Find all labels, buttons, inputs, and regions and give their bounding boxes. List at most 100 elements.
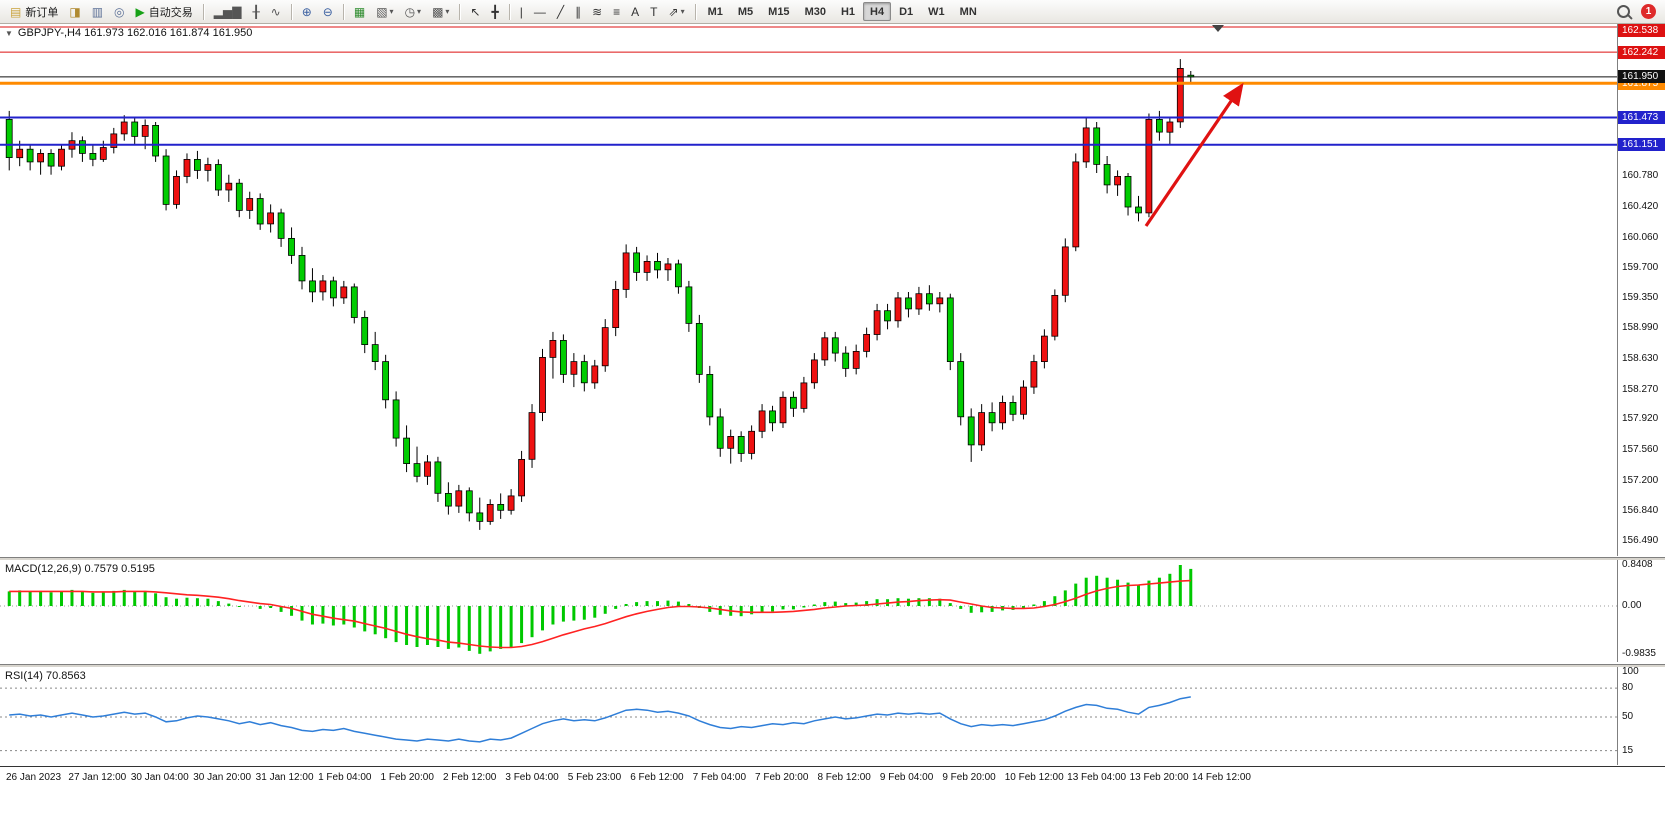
bar-chart-button[interactable]: ▂▅▇ bbox=[209, 1, 247, 22]
trendline-button[interactable]: ╱ bbox=[552, 1, 569, 22]
price-tick-label: 160.420 bbox=[1622, 200, 1659, 212]
new-order-button-label: 新订单 bbox=[25, 6, 59, 19]
auto-trading-button-label: 自动交易 bbox=[148, 6, 193, 19]
navigator-button[interactable]: ◎ bbox=[109, 1, 129, 22]
candle-down bbox=[5, 119, 13, 159]
text-label-button[interactable]: T bbox=[645, 1, 662, 22]
zoom-out-button[interactable]: ⊖ bbox=[318, 1, 338, 22]
chart-window: ▼ GBPJPY-,H4 161.973 162.016 161.874 161… bbox=[0, 24, 1665, 837]
rsi-panel: RSI(14) 70.8563 100 80 50 15 bbox=[0, 667, 1665, 765]
arrows-tool-button[interactable]: ⇗ ▾ bbox=[664, 1, 690, 22]
rsi-chart[interactable] bbox=[0, 667, 1617, 765]
time-axis[interactable]: 26 Jan 2023 27 Jan 12:00 30 Jan 04:00 30 Ja… bbox=[0, 766, 1665, 837]
zoom-in-button[interactable]: ⊕ bbox=[297, 1, 317, 22]
data-window-button[interactable]: ▥ bbox=[87, 1, 108, 22]
timeframe-MN[interactable]: MN bbox=[959, 5, 977, 18]
time-tick-label: 1 Feb 20:00 bbox=[380, 772, 434, 783]
bar-chart-icon: ▂▅▇ bbox=[213, 4, 242, 19]
shapes-button[interactable]: ≡ bbox=[608, 1, 625, 22]
timeframe-H4[interactable]: H4 bbox=[863, 2, 892, 21]
time-tick-label: 8 Feb 12:00 bbox=[817, 772, 871, 783]
candle-up bbox=[1072, 161, 1080, 248]
candlestick-chart-button[interactable]: ╂ bbox=[247, 1, 264, 22]
price-tick-label: 159.350 bbox=[1622, 291, 1659, 303]
rsi-axis-label: 100 bbox=[1622, 667, 1639, 677]
price-line-label: 162.538 bbox=[1618, 24, 1665, 37]
crosshair-button[interactable]: ╋ bbox=[486, 1, 503, 22]
main-chart[interactable] bbox=[0, 24, 1617, 556]
notification-badge[interactable]: 1 bbox=[1641, 4, 1656, 19]
timeframe-M5[interactable]: M5 bbox=[737, 5, 754, 18]
toolbar-separator bbox=[202, 3, 204, 20]
timeframe-M30[interactable]: M30 bbox=[804, 5, 826, 18]
tile-windows-button[interactable]: ▦ bbox=[349, 1, 370, 22]
candle-up bbox=[779, 396, 787, 424]
new-order-button[interactable]: ▤ 新订单 bbox=[5, 1, 63, 22]
candle-down bbox=[214, 164, 222, 191]
time-tick-label: 7 Feb 04:00 bbox=[692, 772, 746, 783]
timeframe-D1[interactable]: D1 bbox=[899, 5, 914, 18]
profiles-icon: ◷ bbox=[404, 4, 416, 19]
templates-button[interactable]: ▩ ▾ bbox=[427, 1, 454, 22]
candle-up bbox=[863, 333, 870, 352]
timeframe-W1[interactable]: W1 bbox=[928, 5, 945, 18]
new-chart-button[interactable]: ▧ ▾ bbox=[371, 1, 398, 22]
timeframe-M15[interactable]: M15 bbox=[768, 5, 790, 18]
vertical-line-button[interactable]: | bbox=[515, 1, 528, 22]
horizontal-line-button[interactable]: — bbox=[529, 1, 551, 22]
market-watch-button[interactable]: ◨ bbox=[64, 1, 85, 22]
candle-up bbox=[727, 435, 735, 449]
candle-down bbox=[884, 310, 891, 322]
macd-scale[interactable]: 0.8408 0.00 -0.9835 bbox=[1617, 560, 1665, 662]
candle-up bbox=[539, 356, 546, 413]
time-tick-label: 9 Feb 04:00 bbox=[879, 772, 934, 783]
chart-shift-marker-icon[interactable] bbox=[1212, 25, 1224, 32]
cursor-button[interactable]: ↖ bbox=[465, 1, 485, 22]
candle-down bbox=[1103, 164, 1111, 186]
fibonacci-button[interactable]: ≋ bbox=[587, 1, 607, 22]
time-tick-label: 5 Feb 23:00 bbox=[567, 772, 622, 783]
candle-down bbox=[413, 463, 421, 477]
candle-down bbox=[905, 297, 912, 310]
text-button[interactable]: A bbox=[626, 1, 644, 22]
line-chart-button[interactable]: ∿ bbox=[266, 1, 286, 22]
trend-arrow[interactable] bbox=[1144, 82, 1244, 227]
candle-down bbox=[350, 286, 358, 318]
candle-down bbox=[79, 140, 86, 154]
candle-up bbox=[1030, 361, 1038, 388]
channel-button[interactable]: ∥ bbox=[570, 1, 586, 22]
search-button[interactable] bbox=[1612, 1, 1635, 22]
macd-chart[interactable] bbox=[0, 560, 1617, 662]
profiles-button[interactable]: ◷ ▾ bbox=[400, 1, 427, 22]
time-tick-label: 13 Feb 20:00 bbox=[1129, 772, 1189, 783]
candle-up bbox=[340, 286, 348, 299]
rsi-scale[interactable]: 100 80 50 15 bbox=[1617, 667, 1665, 765]
price-scale[interactable]: 160.780 160.420 160.060 159.700 159.350 158.9… bbox=[1617, 24, 1665, 556]
time-tick-label: 6 Feb 12:00 bbox=[630, 772, 684, 783]
timeframe-H1[interactable]: H1 bbox=[840, 5, 856, 18]
price-tick-label: 158.270 bbox=[1622, 383, 1659, 395]
data-window-icon: ▥ bbox=[91, 4, 104, 19]
candle-down bbox=[329, 280, 337, 299]
rsi-label: RSI(14) 70.8563 bbox=[5, 670, 86, 682]
candle-up bbox=[664, 263, 672, 271]
vertical-line-icon: | bbox=[519, 4, 523, 19]
candle-down bbox=[988, 412, 996, 424]
price-tick-label: 160.780 bbox=[1622, 170, 1659, 182]
time-tick-label: 27 Jan 12:00 bbox=[68, 772, 127, 783]
toolbar-items: ▤ 新订单 ◨ ▥ ◎ ▶ 自动交易 ▂▅▇ ╂ ∿ ⊕ ⊖ ▦ ▧ ▾ ◷ ▾ ▩ ▾ ↖ ╋ | — ╱ ∥ ≋ ≡ A T ⇗ ▾ M1… bbox=[5, 1, 984, 22]
price-tick-label: 156.840 bbox=[1622, 505, 1659, 517]
symbol-dropdown-icon[interactable]: ▼ bbox=[5, 28, 13, 38]
cursor-icon: ↖ bbox=[470, 4, 481, 19]
candle-up bbox=[758, 410, 766, 432]
time-tick-label: 9 Feb 20:00 bbox=[942, 772, 996, 783]
auto-trading-button[interactable]: ▶ 自动交易 bbox=[131, 1, 198, 22]
text-label-icon: T bbox=[650, 4, 658, 19]
timeframe-M1[interactable]: M1 bbox=[707, 5, 723, 18]
toolbar: ▤ 新订单 ◨ ▥ ◎ ▶ 自动交易 ▂▅▇ ╂ ∿ ⊕ ⊖ ▦ ▧ ▾ ◷ ▾ ▩ ▾ ↖ ╋ | — ╱ ∥ ≋ ≡ A T ⇗ ▾ M1… bbox=[0, 0, 1665, 24]
chart-info-line: ▼ GBPJPY-,H4 161.973 162.016 161.874 161… bbox=[5, 27, 252, 39]
toolbar-separator bbox=[459, 3, 461, 20]
price-tick-label: 156.490 bbox=[1622, 534, 1659, 546]
candle-up bbox=[1166, 121, 1174, 133]
